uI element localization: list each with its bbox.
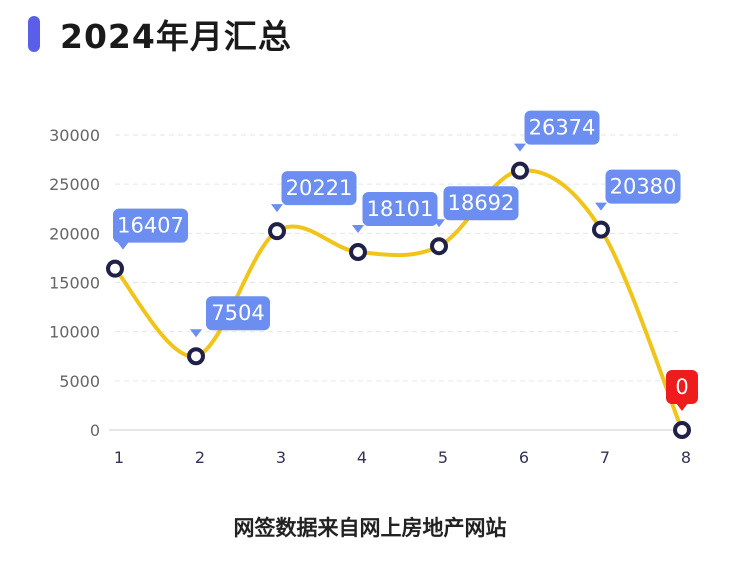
data-label-pointer <box>190 329 202 338</box>
y-tick-label: 10000 <box>49 323 100 342</box>
data-label: 18101 <box>352 192 438 234</box>
y-tick-label: 30000 <box>49 126 100 145</box>
data-label-bubble <box>113 208 188 243</box>
data-label-pointer <box>514 143 526 152</box>
data-label-pointer <box>595 202 607 211</box>
grid-layer <box>115 134 682 382</box>
line-chart: 0 5000 10000 15000 20000 25000 30000 1 2 3 4 5 6 7 8 16… <box>49 110 698 467</box>
data-label-text: 18101 <box>367 197 434 221</box>
x-tick-label: 5 <box>438 448 448 467</box>
data-label-pointer <box>352 225 364 234</box>
chart-header: 2024年月汇总 <box>28 10 292 58</box>
data-label-text: 20221 <box>286 176 353 200</box>
chart-title: 2024年月汇总 <box>60 17 292 56</box>
data-label: 26374 <box>514 110 600 152</box>
data-point <box>592 220 610 239</box>
data-point <box>430 237 448 256</box>
data-label: 20221 <box>271 171 357 213</box>
data-point <box>106 259 124 278</box>
data-label-pointer <box>117 241 129 250</box>
data-source-caption: 网签数据来自网上房地产网站 <box>233 516 507 540</box>
data-label-text: 20380 <box>610 175 677 199</box>
data-point <box>268 222 286 241</box>
data-point <box>349 243 367 262</box>
y-tick-label: 0 <box>90 421 100 440</box>
x-tick-label: 1 <box>114 448 124 467</box>
data-label-bubble <box>666 370 698 404</box>
data-label-bubble <box>206 296 270 331</box>
x-tick-label: 4 <box>357 448 367 467</box>
y-tick-label: 15000 <box>49 274 100 293</box>
y-tick-label: 5000 <box>59 372 100 391</box>
x-tick-label: 7 <box>600 448 610 467</box>
data-label-bubble <box>362 192 438 227</box>
data-label-bubble <box>443 186 519 221</box>
data-label-pointer <box>271 204 283 213</box>
data-point <box>187 347 205 366</box>
data-label: 18692 <box>433 186 519 228</box>
y-tick-label: 25000 <box>49 175 100 194</box>
x-tick-label: 3 <box>276 448 286 467</box>
data-point <box>673 421 691 439</box>
data-label-bubble <box>524 110 600 145</box>
y-tick-label: 20000 <box>49 224 100 243</box>
data-label-text: 16407 <box>117 214 184 238</box>
data-label: 16407 <box>113 208 188 250</box>
title-accent-bar <box>28 16 40 52</box>
x-tick-label: 6 <box>519 448 529 467</box>
data-label-bubble <box>281 171 357 206</box>
data-point <box>511 161 529 180</box>
data-label-text: 18692 <box>448 191 515 215</box>
data-label-bubble <box>605 169 681 204</box>
data-label-text: 0 <box>675 375 688 399</box>
data-label-pointer <box>676 403 688 411</box>
data-label: 20380 <box>595 169 681 211</box>
data-label-text: 26374 <box>529 116 596 140</box>
x-tick-label: 8 <box>681 448 691 467</box>
data-label-pointer <box>433 219 445 228</box>
x-tick-label: 2 <box>195 448 205 467</box>
data-label-highlight: 0 <box>666 370 698 411</box>
data-label: 7504 <box>190 296 270 338</box>
data-label-text: 7504 <box>211 301 264 325</box>
